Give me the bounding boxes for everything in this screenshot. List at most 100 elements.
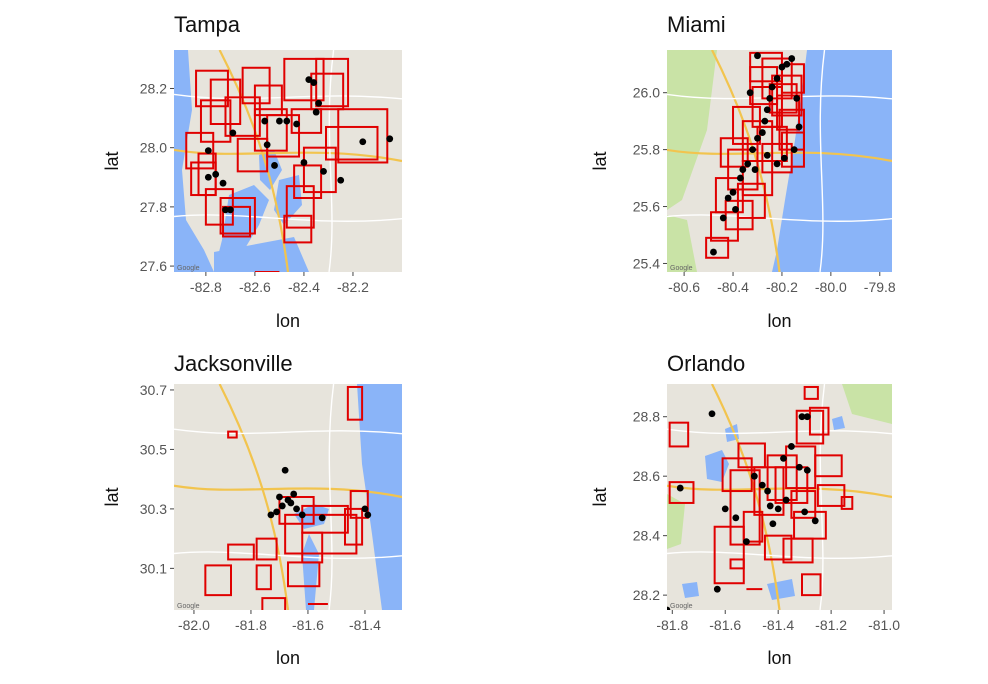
bounding-box — [713, 525, 745, 585]
bounding-box — [255, 564, 272, 591]
map-attribution-logo: Google — [177, 265, 200, 272]
bounding-box — [293, 164, 323, 200]
location-point — [212, 170, 220, 178]
bounding-box — [325, 125, 379, 161]
location-point — [780, 154, 788, 162]
location-point — [750, 472, 758, 480]
x-tick-label: -80.4 — [717, 279, 749, 295]
road — [667, 551, 892, 560]
bounding-box — [253, 84, 283, 117]
map-attribution-logo: Google — [177, 603, 200, 610]
location-point — [780, 454, 787, 462]
x-tick-label: -79.8 — [864, 279, 896, 295]
location-point — [803, 413, 811, 421]
bounding-box — [756, 125, 788, 162]
bounding-box — [808, 406, 830, 436]
location-point — [320, 167, 327, 175]
location-point — [761, 117, 769, 125]
location-point — [204, 173, 212, 181]
road — [667, 214, 892, 222]
y-tick-label: 28.0 — [140, 140, 167, 156]
location-point — [769, 520, 777, 528]
location-point — [386, 135, 394, 143]
location-point — [729, 188, 737, 196]
y-axis-label: lat — [590, 487, 610, 506]
location-point — [801, 508, 809, 516]
bounding-box — [285, 185, 315, 229]
location-point — [788, 443, 795, 450]
x-tick-label: -80.2 — [766, 279, 798, 295]
location-point — [359, 138, 367, 146]
location-point — [790, 146, 798, 154]
x-tick-label: -81.2 — [815, 617, 847, 633]
location-point — [766, 94, 774, 102]
location-point — [749, 146, 756, 154]
y-tick-label: 25.6 — [633, 199, 660, 215]
bounding-box — [801, 573, 822, 597]
y-tick-label: 30.7 — [140, 382, 167, 398]
location-point — [795, 463, 803, 471]
y-axis-label: lat — [102, 151, 122, 170]
y-axis-label: lat — [590, 151, 610, 170]
bounding-box — [344, 507, 364, 546]
bounding-box — [290, 108, 323, 134]
water-body — [357, 384, 402, 610]
location-point — [364, 511, 372, 519]
bounding-box — [195, 69, 229, 108]
panel-title: Miami — [667, 12, 726, 37]
location-point — [793, 94, 801, 102]
panel-jacksonville: Google Jacksonville -82.0 -81.8 -81.6 -81.4 30… — [102, 351, 402, 668]
location-point — [300, 159, 308, 166]
bounding-box — [668, 421, 690, 448]
panel-orlando: Google Orlando -81.8 -81.6 -81.4 -81.2 -81.0 28… — [590, 351, 900, 668]
bounding-box — [283, 57, 325, 102]
panel-title: Jacksonville — [174, 351, 293, 376]
park-area — [842, 384, 892, 424]
water-body — [682, 582, 699, 598]
location-point — [811, 517, 819, 525]
x-tick-label: -82.2 — [337, 279, 369, 295]
x-axis-label: lon — [767, 648, 791, 668]
x-axis-label: lon — [276, 648, 300, 668]
x-axis-label: lon — [767, 311, 791, 331]
y-tick-label: 28.2 — [633, 587, 660, 603]
location-point — [281, 466, 289, 474]
bounding-box — [219, 197, 256, 235]
bounding-box — [255, 537, 278, 561]
park-area — [667, 50, 717, 210]
road — [174, 428, 402, 435]
basemap: Google — [667, 384, 892, 610]
y-tick-label: 27.6 — [140, 258, 167, 274]
location-point — [676, 484, 684, 492]
location-point — [744, 160, 752, 168]
location-point — [782, 496, 790, 504]
x-tick-label: -82.6 — [239, 279, 271, 295]
location-point — [305, 76, 313, 83]
bounding-box — [780, 131, 805, 168]
water-body — [174, 50, 214, 272]
y-tick-label: 30.1 — [140, 560, 167, 576]
location-point — [298, 511, 306, 519]
bounding-box — [816, 484, 846, 507]
bounding-box — [724, 199, 754, 231]
location-point — [773, 75, 781, 82]
x-tick-label: -81.8 — [235, 617, 267, 633]
location-point — [783, 60, 791, 68]
map-attribution-logo: Google — [670, 265, 693, 272]
location-point — [283, 117, 291, 125]
y-tick-label: 28.8 — [633, 409, 660, 425]
location-point — [739, 166, 747, 173]
location-point — [763, 106, 771, 114]
bounding-box — [840, 496, 854, 510]
bounding-box — [261, 597, 287, 610]
location-point — [276, 117, 283, 125]
location-point — [278, 502, 286, 510]
x-tick-label: -80.0 — [815, 279, 847, 295]
location-point — [788, 55, 796, 62]
location-point — [261, 117, 269, 125]
bounding-box — [771, 74, 803, 117]
bounding-box — [782, 537, 814, 564]
park-area — [667, 494, 685, 549]
location-point — [736, 174, 744, 182]
y-tick-label: 27.8 — [140, 199, 167, 215]
